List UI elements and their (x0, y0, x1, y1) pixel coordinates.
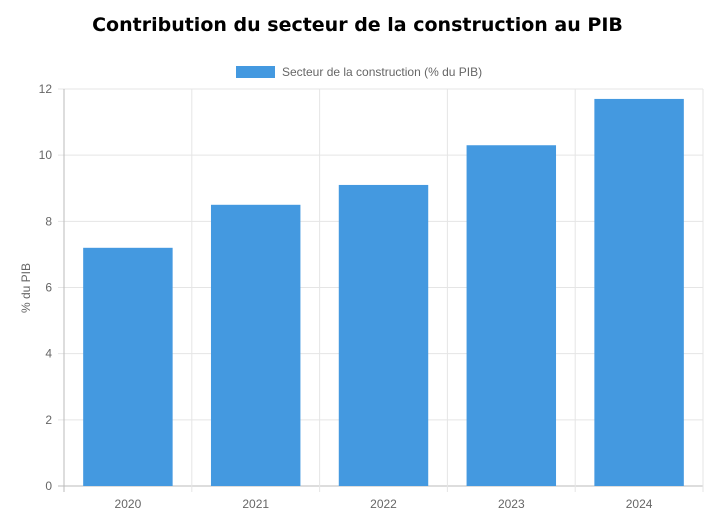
x-tick-label: 2020 (115, 497, 142, 511)
tick-labels: 0 2 4 6 8 10 12 2020 2021 2022 2023 2024 (39, 82, 653, 511)
x-tick-label: 2023 (498, 497, 525, 511)
legend: Secteur de la construction (% du PIB) (236, 65, 482, 79)
bar-2024[interactable] (594, 98, 684, 487)
bar-2023[interactable] (466, 145, 557, 486)
y-axis-title: % du PIB (19, 263, 33, 313)
bar-2021[interactable] (210, 204, 301, 486)
y-tick-label: 8 (45, 214, 52, 228)
x-tick-label: 2024 (626, 497, 653, 511)
bar-2022[interactable] (338, 184, 429, 487)
y-tick-label: 6 (45, 281, 52, 295)
bar-2020[interactable] (83, 247, 173, 486)
y-tick-label: 2 (45, 413, 52, 427)
legend-swatch (236, 66, 275, 78)
x-tick-label: 2021 (242, 497, 269, 511)
legend-label: Secteur de la construction (% du PIB) (282, 65, 482, 79)
y-tick-label: 10 (39, 148, 53, 162)
chart-title: Contribution du secteur de la constructi… (92, 14, 623, 36)
y-tick-label: 0 (45, 479, 52, 493)
x-tick-label: 2022 (370, 497, 397, 511)
y-tick-label: 4 (45, 347, 52, 361)
bars (83, 98, 684, 487)
y-tick-label: 12 (39, 82, 53, 96)
